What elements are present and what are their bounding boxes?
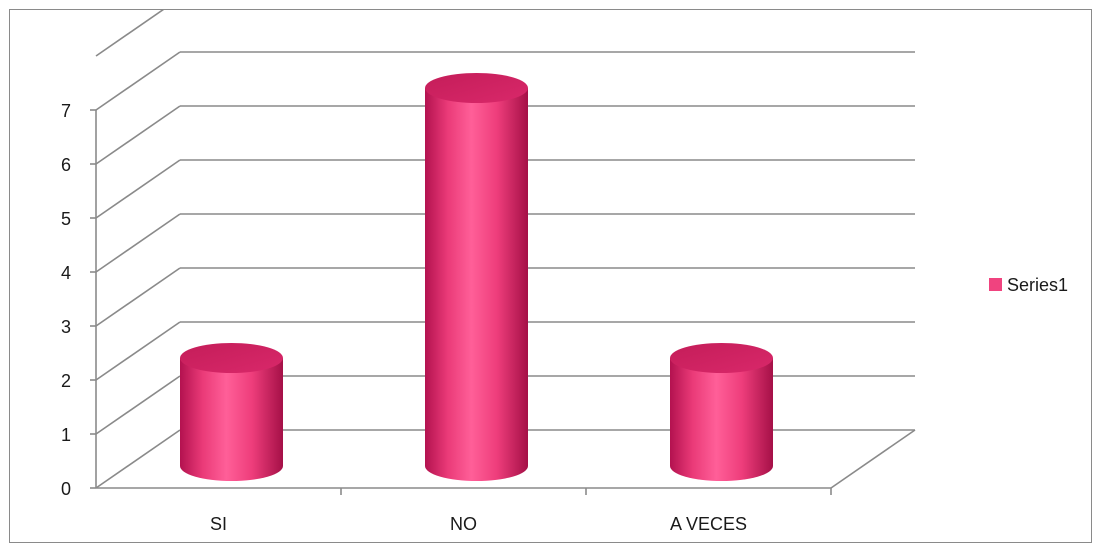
chart-plot: 0 1 2 3 4 5 6 7 SI NO A VECES Series1 — [61, 10, 1068, 534]
side-grid-line — [95, 10, 165, 57]
x-tick-label: SI — [210, 514, 227, 534]
floor-edge-line — [830, 429, 916, 489]
x-tick-label: NO — [450, 514, 477, 534]
chart-frame: 0 1 2 3 4 5 6 7 SI NO A VECES Series1 — [9, 9, 1092, 543]
y-tick-label: 3 — [61, 317, 71, 337]
bar-body — [425, 88, 528, 481]
side-grid-line — [95, 213, 181, 273]
y-tick-label: 7 — [61, 101, 71, 121]
bar-top — [670, 343, 773, 373]
y-tick-label: 5 — [61, 209, 71, 229]
y-tick-label: 4 — [61, 263, 71, 283]
bar-no — [425, 73, 528, 481]
bar-a-veces — [670, 343, 773, 481]
side-grid-line — [95, 105, 181, 165]
legend: Series1 — [989, 275, 1068, 295]
y-tick-label: 6 — [61, 155, 71, 175]
y-tick-label: 2 — [61, 371, 71, 391]
side-grid-line — [95, 51, 181, 111]
y-tick-label: 0 — [61, 479, 71, 499]
bar-body — [180, 358, 283, 481]
side-grid-line — [95, 321, 181, 381]
bar-si — [180, 343, 283, 481]
legend-swatch-series1 — [989, 278, 1002, 291]
y-tick-label: 1 — [61, 425, 71, 445]
side-grid-line — [95, 375, 181, 435]
side-grid-line — [95, 267, 181, 327]
bar-top — [425, 73, 528, 103]
x-tick-label: A VECES — [670, 514, 747, 534]
side-grid-line — [95, 159, 181, 219]
bar-body — [670, 358, 773, 481]
legend-label-series1: Series1 — [1007, 275, 1068, 295]
side-grid-line — [95, 429, 181, 489]
bar-top — [180, 343, 283, 373]
